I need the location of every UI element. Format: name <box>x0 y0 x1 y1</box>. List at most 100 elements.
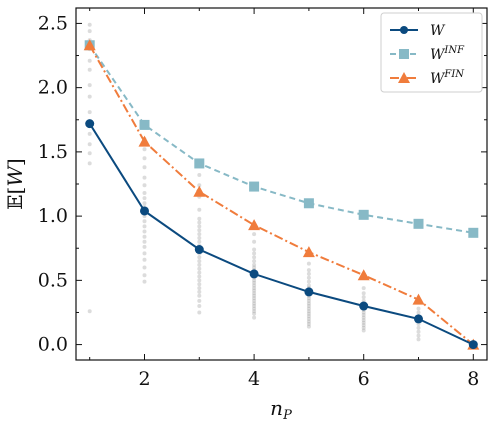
sample-point <box>87 67 92 72</box>
sample-point <box>252 288 257 293</box>
sample-point <box>252 306 257 311</box>
sample-point <box>306 316 311 321</box>
sample-point <box>197 282 202 287</box>
sample-point <box>252 239 257 244</box>
series-point-2 <box>302 246 315 258</box>
series-point-1 <box>249 181 260 192</box>
sample-point <box>306 304 311 308</box>
sample-point <box>197 304 202 308</box>
sample-point <box>197 259 202 264</box>
sample-point <box>361 315 366 320</box>
sample-point <box>197 278 202 283</box>
sample-point <box>142 219 147 224</box>
y-tick-label: 2.5 <box>38 12 68 34</box>
sample-point <box>306 275 311 280</box>
sample-point <box>142 229 147 234</box>
series-point-2 <box>357 269 370 281</box>
series-point-1 <box>303 198 314 209</box>
sample-point <box>306 261 311 266</box>
x-tick-label: 6 <box>358 368 370 390</box>
y-tick-label: 0.0 <box>38 334 68 356</box>
sample-point <box>197 236 202 240</box>
sample-point <box>252 291 257 296</box>
x-axis-label: nP <box>270 396 292 423</box>
sample-point <box>197 274 202 279</box>
sample-point <box>252 293 257 298</box>
series-line-1 <box>88 44 474 234</box>
series-point-2 <box>193 185 206 197</box>
sample-point <box>87 94 92 99</box>
sample-point <box>252 296 257 301</box>
sample-point <box>306 301 311 306</box>
sample-point <box>306 311 311 316</box>
sample-point <box>142 183 147 188</box>
sample-point <box>361 295 366 300</box>
sample-point <box>197 310 202 315</box>
series-point-2 <box>138 135 151 147</box>
sample-point <box>306 314 311 319</box>
sample-point <box>87 58 92 63</box>
sample-point <box>416 337 421 342</box>
sample-point <box>361 320 366 325</box>
sample-point <box>361 328 366 333</box>
legend-marker-wfin <box>398 72 410 83</box>
sample-point <box>252 255 257 260</box>
sample-point <box>197 270 202 275</box>
sample-point <box>142 156 147 161</box>
sample-point <box>252 232 257 237</box>
sample-point <box>197 255 202 260</box>
sample-point <box>416 333 421 338</box>
sample-point <box>252 298 257 303</box>
sample-point <box>142 175 147 180</box>
series-point-1 <box>358 209 369 220</box>
sample-point <box>306 322 311 326</box>
series-point-2 <box>248 219 261 231</box>
sample-point <box>416 325 421 330</box>
axis-ticks: 2 4 6 8 0.0 0.5 1.0 1.5 2.0 2.5 <box>38 8 487 390</box>
sample-point <box>306 296 311 301</box>
sample-point <box>197 220 202 225</box>
legend-marker-winf <box>399 49 409 59</box>
sample-point <box>361 323 366 328</box>
series-point-2 <box>412 293 425 305</box>
sample-point <box>252 251 257 256</box>
sample-point <box>87 309 92 314</box>
y-tick-label: 0.5 <box>38 269 68 291</box>
sample-point <box>197 239 202 244</box>
series-line-2 <box>88 44 474 346</box>
sample-point <box>197 183 202 188</box>
series-point-1 <box>468 227 479 238</box>
sample-point <box>87 142 92 147</box>
sample-point <box>142 224 147 229</box>
sample-point <box>252 265 257 270</box>
sample-point <box>142 279 147 284</box>
sample-point <box>252 278 257 283</box>
sample-point <box>197 262 202 267</box>
series-point-1 <box>139 119 150 130</box>
x-tick-label: 8 <box>467 368 479 390</box>
sample-point <box>252 259 257 264</box>
sample-point <box>306 271 311 276</box>
sample-point <box>252 309 257 314</box>
series-point-0 <box>414 314 423 324</box>
y-tick-label: 2.0 <box>38 77 68 99</box>
sample-point <box>142 191 147 195</box>
sample-point <box>252 262 257 267</box>
sample-point <box>197 224 202 229</box>
sample-point <box>87 22 92 27</box>
legend-label-w: W <box>430 23 446 39</box>
series-point-0 <box>304 287 314 297</box>
series-point-0 <box>359 301 369 311</box>
sample-point <box>252 247 257 252</box>
sample-point <box>142 234 147 239</box>
sample-point <box>142 257 147 262</box>
sample-point <box>197 298 202 303</box>
sample-point <box>306 319 311 324</box>
sample-point <box>142 251 147 256</box>
sample-point <box>142 239 147 244</box>
sample-point <box>197 207 202 212</box>
sample-point <box>197 286 202 291</box>
sample-point <box>197 289 202 294</box>
sample-point <box>306 283 311 288</box>
sample-point <box>252 315 257 320</box>
